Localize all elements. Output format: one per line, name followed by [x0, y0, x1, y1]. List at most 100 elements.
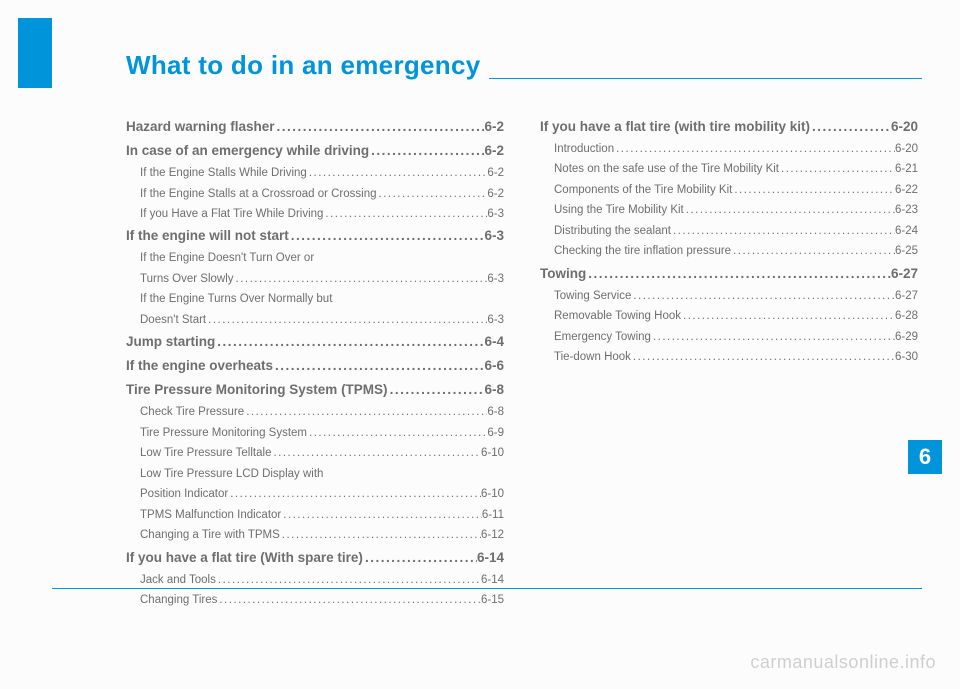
toc-entry: Using the Tire Mobility Kit.............…: [540, 200, 918, 220]
toc-label: Position Indicator: [140, 484, 228, 504]
toc-leader-dots: ........................................…: [289, 224, 485, 248]
toc-leader-dots: ........................................…: [732, 180, 895, 200]
toc-leader-dots: ........................................…: [244, 402, 487, 422]
toc-entry: Position Indicator......................…: [126, 484, 504, 504]
toc-entry: If you have a flat tire (With spare tire…: [126, 546, 504, 570]
toc-page: 6-8: [484, 378, 504, 402]
toc-label: If the engine overheats: [126, 354, 273, 378]
toc-label: Tie-down Hook: [554, 347, 631, 367]
toc-label: Towing Service: [554, 286, 631, 306]
toc-entry: If the engine will not start............…: [126, 224, 504, 248]
toc-entry: Notes on the safe use of the Tire Mobili…: [540, 159, 918, 179]
toc-entry: Low Tire Pressure LCD Display with: [126, 464, 504, 484]
toc-entry: TPMS Malfunction Indicator..............…: [126, 505, 504, 525]
toc-label: Using the Tire Mobility Kit: [554, 200, 684, 220]
toc-entry: Emergency Towing........................…: [540, 327, 918, 347]
toc-label: Changing Tires: [140, 590, 217, 610]
toc-page: 6-10: [481, 443, 504, 463]
section-number-tab: 6: [908, 440, 942, 474]
toc-entry: Turns Over Slowly.......................…: [126, 269, 504, 289]
bottom-rule: [52, 588, 922, 589]
toc-entry: Introduction............................…: [540, 139, 918, 159]
toc-page: 6-9: [487, 423, 504, 443]
toc-page: 6-6: [484, 354, 504, 378]
toc-leader-dots: ........................................…: [215, 330, 484, 354]
toc-leader-dots: ........................................…: [280, 525, 481, 545]
toc-label: Removable Towing Hook: [554, 306, 681, 326]
toc-leader-dots: ........................................…: [681, 306, 895, 326]
toc-entry: Changing Tires..........................…: [126, 590, 504, 610]
toc-column-right: If you have a flat tire (with tire mobil…: [540, 115, 918, 611]
toc-label: Tire Pressure Monitoring System (TPMS): [126, 378, 388, 402]
toc-leader-dots: ........................................…: [388, 378, 485, 402]
toc-entry: If the Engine Doesn't Turn Over or: [126, 248, 504, 268]
toc-entry: In case of an emergency while driving...…: [126, 139, 504, 163]
toc-leader-dots: ........................................…: [307, 423, 487, 443]
toc-label: If the Engine Turns Over Normally but: [140, 289, 332, 309]
toc-entry: Doesn't Start...........................…: [126, 310, 504, 330]
toc-entry: If the Engine Turns Over Normally but: [126, 289, 504, 309]
toc-entry: Tire Pressure Monitoring System.........…: [126, 423, 504, 443]
toc-leader-dots: ........................................…: [377, 184, 488, 204]
toc-label: Tire Pressure Monitoring System: [140, 423, 307, 443]
toc-entry: Towing..................................…: [540, 262, 918, 286]
toc-label: If you Have a Flat Tire While Driving: [140, 204, 323, 224]
toc-label: Jump starting: [126, 330, 215, 354]
toc-label: Notes on the safe use of the Tire Mobili…: [554, 159, 779, 179]
toc-page: 6-2: [487, 184, 504, 204]
toc-page: 6-28: [895, 306, 918, 326]
toc-entry: Removable Towing Hook...................…: [540, 306, 918, 326]
chapter-title: What to do in an emergency: [52, 50, 481, 81]
left-blue-bar: [18, 18, 52, 88]
toc-page: 6-3: [487, 269, 504, 289]
toc-leader-dots: ........................................…: [586, 262, 891, 286]
toc-page: 6-14: [477, 546, 504, 570]
toc-entry: If the engine overheats.................…: [126, 354, 504, 378]
toc-label: Turns Over Slowly: [140, 269, 234, 289]
toc-column-left: Hazard warning flasher..................…: [126, 115, 504, 611]
toc-entry: Tie-down Hook...........................…: [540, 347, 918, 367]
toc-label: In case of an emergency while driving: [126, 139, 369, 163]
toc-leader-dots: ........................................…: [631, 286, 895, 306]
toc-label: Introduction: [554, 139, 614, 159]
toc-entry: If the Engine Stalls at a Crossroad or C…: [126, 184, 504, 204]
toc-leader-dots: ........................................…: [369, 139, 484, 163]
toc-leader-dots: ........................................…: [810, 115, 891, 139]
toc-leader-dots: ........................................…: [684, 200, 895, 220]
toc-label: Distributing the sealant: [554, 221, 671, 241]
toc-entry: If you have a flat tire (with tire mobil…: [540, 115, 918, 139]
toc-entry: If the Engine Stalls While Driving......…: [126, 163, 504, 183]
toc-label: TPMS Malfunction Indicator: [140, 505, 281, 525]
toc-label: If the Engine Stalls at a Crossroad or C…: [140, 184, 377, 204]
toc-page: 6-30: [895, 347, 918, 367]
toc-page: 6-12: [481, 525, 504, 545]
toc-page: 6-4: [484, 330, 504, 354]
toc-leader-dots: ........................................…: [671, 221, 895, 241]
toc-label: Changing a Tire with TPMS: [140, 525, 280, 545]
toc-entry: Checking the tire inflation pressure....…: [540, 241, 918, 261]
toc-leader-dots: ........................................…: [273, 354, 484, 378]
toc-leader-dots: ........................................…: [614, 139, 895, 159]
toc-label: If the Engine Stalls While Driving: [140, 163, 307, 183]
toc-label: Checking the tire inflation pressure: [554, 241, 731, 261]
toc-label: Doesn't Start: [140, 310, 206, 330]
toc-page: 6-23: [895, 200, 918, 220]
toc-page: 6-8: [487, 402, 504, 422]
toc-entry: Hazard warning flasher..................…: [126, 115, 504, 139]
toc-page: 6-11: [482, 505, 504, 525]
toc-entry: If you Have a Flat Tire While Driving...…: [126, 204, 504, 224]
toc-label: Low Tire Pressure Telltale: [140, 443, 271, 463]
content-area: What to do in an emergency Hazard warnin…: [52, 50, 922, 611]
toc-label: Low Tire Pressure LCD Display with: [140, 464, 323, 484]
toc-page: 6-3: [487, 310, 504, 330]
toc-leader-dots: ........................................…: [363, 546, 477, 570]
toc-entry: Changing a Tire with TPMS...............…: [126, 525, 504, 545]
toc-leader-dots: ........................................…: [731, 241, 895, 261]
toc-page: 6-2: [487, 163, 504, 183]
toc-page: 6-20: [895, 139, 918, 159]
toc-entry: Tire Pressure Monitoring System (TPMS)..…: [126, 378, 504, 402]
toc-label: Emergency Towing: [554, 327, 651, 347]
toc-entry: Check Tire Pressure.....................…: [126, 402, 504, 422]
toc-page: 6-29: [895, 327, 918, 347]
toc-leader-dots: ........................................…: [281, 505, 482, 525]
